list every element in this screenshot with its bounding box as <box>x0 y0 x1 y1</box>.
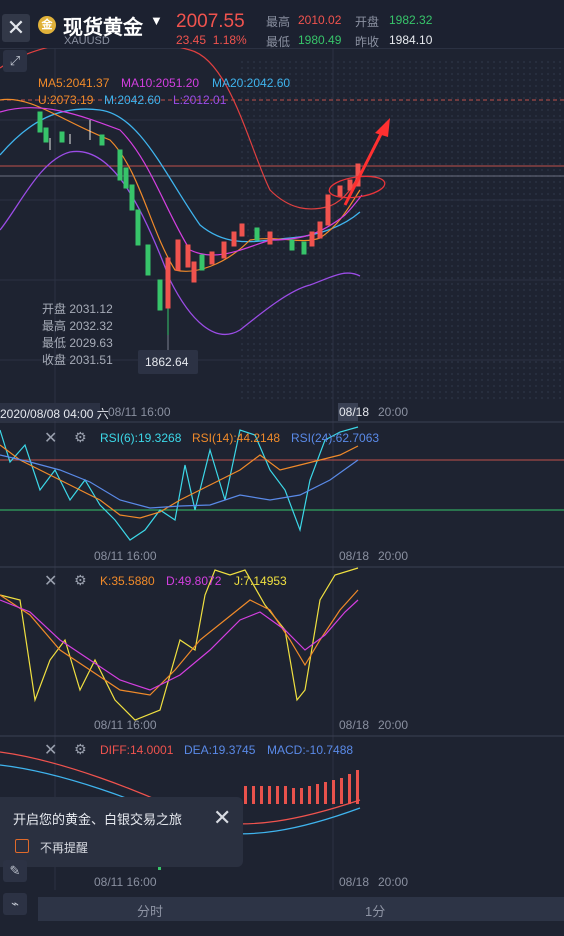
kdj-time-mid: 08/11 16:00 <box>94 718 157 732</box>
macd-diff-legend: DIFF:14.0001 <box>100 743 174 757</box>
instrument-code: XAUUSD <box>64 35 110 47</box>
low-value: 1980.49 <box>298 33 342 47</box>
kdj-close-icon[interactable]: ✕ <box>44 573 58 590</box>
rsi-time-right-date: 08/18 <box>339 549 370 563</box>
kdj-j-legend: J:7.14953 <box>234 574 287 588</box>
macd-close-icon[interactable]: ✕ <box>44 742 58 759</box>
popup-title: 开启您的黄金、白银交易之旅 <box>13 812 183 827</box>
macd-time-mid: 08/11 16:00 <box>94 875 157 889</box>
ohlc-open-label: 开盘 <box>42 302 67 316</box>
rsi-close-icon[interactable]: ✕ <box>44 430 58 447</box>
kdj-settings-gear-icon[interactable]: ⚙ <box>74 572 87 588</box>
ohlc-close-label: 收盘 <box>42 353 67 367</box>
kdj-time-right-time: 20:00 <box>378 718 409 732</box>
time-axis-mid: 08/11 16:00 <box>108 405 171 419</box>
right-time-box <box>338 403 358 421</box>
ma20-legend: MA20:2042.60 <box>212 76 291 90</box>
close-icon[interactable]: ✕ <box>2 14 30 42</box>
time-axis-right-time: 20:00 <box>378 405 409 419</box>
macd-histogram <box>244 770 359 804</box>
ohlc-tooltip: 开盘 2031.12 最高 2032.32 最低 2029.63 收盘 2031… <box>42 301 113 369</box>
kdj-k-line <box>0 589 359 696</box>
kdj-j-line <box>0 567 359 721</box>
ma10-legend: MA10:2051.20 <box>121 76 200 90</box>
prev-close-label: 昨收 <box>355 35 380 49</box>
open-value: 1982.32 <box>389 13 433 27</box>
ohlc-high-value: 2032.32 <box>69 319 113 333</box>
high-label: 最高 <box>266 15 291 29</box>
draw-tool-icon[interactable]: ⤢ <box>3 50 27 72</box>
crosshair-time-box <box>0 403 100 421</box>
time-axis-right-date: 08/18 <box>339 405 370 419</box>
popup-close-icon[interactable]: ✕ <box>213 805 232 830</box>
crosshair-time-label: 2020/08/08 04:00 六 <box>0 407 109 421</box>
dont-remind-label[interactable]: 不再提醒 <box>40 841 89 855</box>
ohlc-close-value: 2031.51 <box>69 353 113 367</box>
kdj-d-line <box>0 599 359 691</box>
pen-tool-icon[interactable]: ✎ <box>3 860 27 882</box>
ohlc-low-label: 最低 <box>42 336 67 350</box>
gold-coin-icon: 金 <box>38 16 56 34</box>
ohlc-low-value: 2029.63 <box>69 336 113 350</box>
low-marker-box <box>138 350 198 374</box>
chart-area[interactable] <box>0 48 564 896</box>
rsi-time-right-time: 20:00 <box>378 549 409 563</box>
kdj-time-right-date: 08/18 <box>339 718 370 732</box>
tab-time-share[interactable]: 分时 <box>137 904 164 919</box>
trendline-tool-icon[interactable]: ⌁ <box>3 893 27 915</box>
last-price: 2007.55 <box>176 11 245 32</box>
boll-upper-legend: U:2073.19 <box>38 93 94 107</box>
rsi24-legend: RSI(24):62.7063 <box>291 431 380 445</box>
chevron-down-icon[interactable]: ▼ <box>150 13 163 28</box>
change-percent: 1.18% <box>212 33 247 47</box>
up-arrow <box>343 131 384 206</box>
arrow-head <box>375 118 390 137</box>
change-value: 23.45 <box>176 33 207 47</box>
rsi-time-mid: 08/11 16:00 <box>94 549 157 563</box>
rsi6-legend: RSI(6):19.3268 <box>100 431 182 445</box>
kdj-d-legend: D:49.8072 <box>166 574 222 588</box>
quote-header <box>0 0 564 49</box>
high-value: 2010.02 <box>298 13 342 27</box>
instrument-title[interactable]: 现货黄金 <box>63 17 143 39</box>
boll-lower-line <box>0 150 361 336</box>
ma10-line <box>0 107 363 256</box>
dont-remind-checkbox[interactable] <box>15 839 29 853</box>
rsi6-line <box>0 426 359 541</box>
highlight-circle <box>328 175 386 199</box>
promo-popup: 开启您的黄金、白银交易之旅 ✕ 不再提醒 <box>0 797 243 867</box>
ohlc-open-value: 2031.12 <box>69 302 113 316</box>
prev-close-value: 1984.10 <box>389 33 433 47</box>
rsi14-legend: RSI(14):44.2148 <box>192 431 281 445</box>
ohlc-high-label: 最高 <box>42 319 67 333</box>
tab-1min[interactable]: 1分 <box>365 904 386 919</box>
boll-lower-legend: L:2012.01 <box>173 93 227 107</box>
price-change: 23.45 1.18% <box>176 33 247 47</box>
macd-time-right-time: 20:00 <box>378 875 409 889</box>
macd-dea-legend: DEA:19.3745 <box>184 743 256 757</box>
ma5-legend: MA5:2041.37 <box>38 76 110 90</box>
candlesticks <box>37 111 361 335</box>
macd-time-right-date: 08/18 <box>339 875 370 889</box>
open-label: 开盘 <box>355 15 380 29</box>
world-map-backdrop <box>240 60 564 400</box>
rsi-settings-gear-icon[interactable]: ⚙ <box>74 429 87 445</box>
rsi24-line <box>0 454 359 509</box>
macd-settings-gear-icon[interactable]: ⚙ <box>74 741 87 757</box>
rsi14-line <box>0 444 359 519</box>
low-label: 最低 <box>266 35 291 49</box>
boll-middle-legend: M:2042.60 <box>104 93 161 107</box>
kdj-k-legend: K:35.5880 <box>100 574 155 588</box>
low-marker-value: 1862.64 <box>145 355 189 369</box>
macd-value-legend: MACD:-10.7488 <box>267 743 354 757</box>
timeframe-tabs: 分时 1分 <box>38 897 564 921</box>
